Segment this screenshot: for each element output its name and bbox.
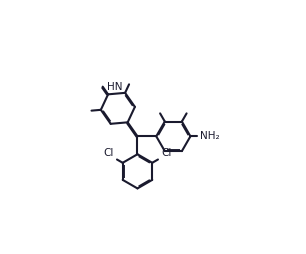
Text: NH₂: NH₂	[200, 131, 220, 141]
Text: Cl: Cl	[161, 148, 171, 158]
Text: Cl: Cl	[103, 148, 114, 158]
Text: HN: HN	[107, 82, 123, 92]
